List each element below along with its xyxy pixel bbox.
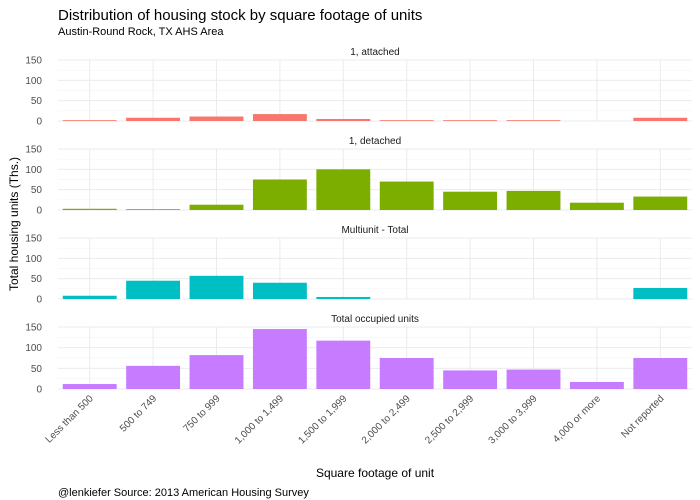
x-tick-label: 750 to 999: [181, 393, 223, 435]
bar: [316, 296, 371, 299]
y-tick-label: 50: [31, 274, 43, 285]
x-axis-title: Square footage of unit: [316, 466, 435, 480]
bar: [316, 118, 371, 121]
facet-strip: [58, 310, 692, 327]
bar: [443, 370, 498, 389]
bar: [569, 381, 624, 389]
bar: [506, 190, 561, 210]
x-tick-label: 2,500 to 2,999: [423, 393, 476, 446]
y-tick-label: 150: [25, 145, 42, 156]
facet-label: 1, detached: [349, 136, 401, 147]
y-tick-label: 100: [25, 76, 42, 87]
y-tick-label: 0: [36, 385, 42, 396]
bar: [62, 120, 117, 121]
bar: [633, 288, 688, 299]
bar: [189, 275, 244, 299]
bar: [316, 169, 371, 210]
x-tick-label: Less than 500: [44, 393, 97, 446]
bar: [126, 365, 181, 389]
bar: [633, 117, 688, 121]
y-tick-label: 150: [25, 234, 42, 245]
x-tick-label: 2,000 to 2,499: [360, 393, 413, 446]
chart-caption: @lenkiefer Source: 2013 American Housing…: [58, 487, 309, 499]
y-tick-label: 150: [25, 56, 42, 67]
facet-label: Total occupied units: [331, 314, 419, 325]
facet-strip: [58, 221, 692, 238]
bar: [62, 295, 117, 299]
bar: [443, 191, 498, 210]
bar: [443, 120, 498, 121]
chart-subtitle: Austin-Round Rock, TX AHS Area: [58, 26, 224, 38]
y-tick-label: 100: [25, 165, 42, 176]
y-tick-label: 100: [25, 254, 42, 265]
bar: [379, 120, 434, 121]
bar: [189, 204, 244, 210]
bar: [633, 358, 688, 389]
y-tick-label: 50: [31, 364, 43, 375]
bar: [633, 196, 688, 210]
y-axis-title: Total housing units (Ths.): [7, 157, 21, 291]
bar: [62, 384, 117, 389]
facet-label: 1, attached: [350, 47, 399, 58]
chart-title: Distribution of housing stock by square …: [58, 7, 423, 24]
y-tick-label: 0: [36, 206, 42, 217]
bar: [189, 355, 244, 389]
bar: [252, 114, 307, 121]
facet-strip: [58, 132, 692, 149]
bar: [569, 202, 624, 210]
bar: [506, 369, 561, 389]
bar: [126, 280, 181, 299]
bar: [189, 116, 244, 121]
facet-label: Multiunit - Total: [341, 225, 408, 236]
x-tick-label: 1,000 to 1,499: [233, 393, 286, 446]
bar: [379, 181, 434, 210]
x-tick-label: 4,000 or more: [551, 393, 603, 445]
x-tick-label: 3,000 to 3,999: [487, 393, 540, 446]
bar: [252, 179, 307, 210]
bar: [62, 208, 117, 210]
y-tick-label: 0: [36, 295, 42, 306]
bar: [506, 120, 561, 121]
y-tick-label: 100: [25, 343, 42, 354]
y-tick-label: 50: [31, 185, 43, 196]
bar: [126, 117, 181, 121]
y-tick-label: 0: [36, 117, 42, 128]
bar: [126, 209, 181, 210]
bar: [252, 329, 307, 389]
x-tick-label: 1,500 to 1,999: [296, 393, 349, 446]
x-tick-label: Not reported: [619, 393, 666, 440]
facet-strip: [58, 43, 692, 60]
bar: [316, 340, 371, 389]
bar: [252, 282, 307, 299]
bar: [379, 358, 434, 389]
x-tick-label: 500 to 749: [118, 393, 160, 435]
y-tick-label: 150: [25, 323, 42, 334]
y-tick-label: 50: [31, 96, 43, 107]
